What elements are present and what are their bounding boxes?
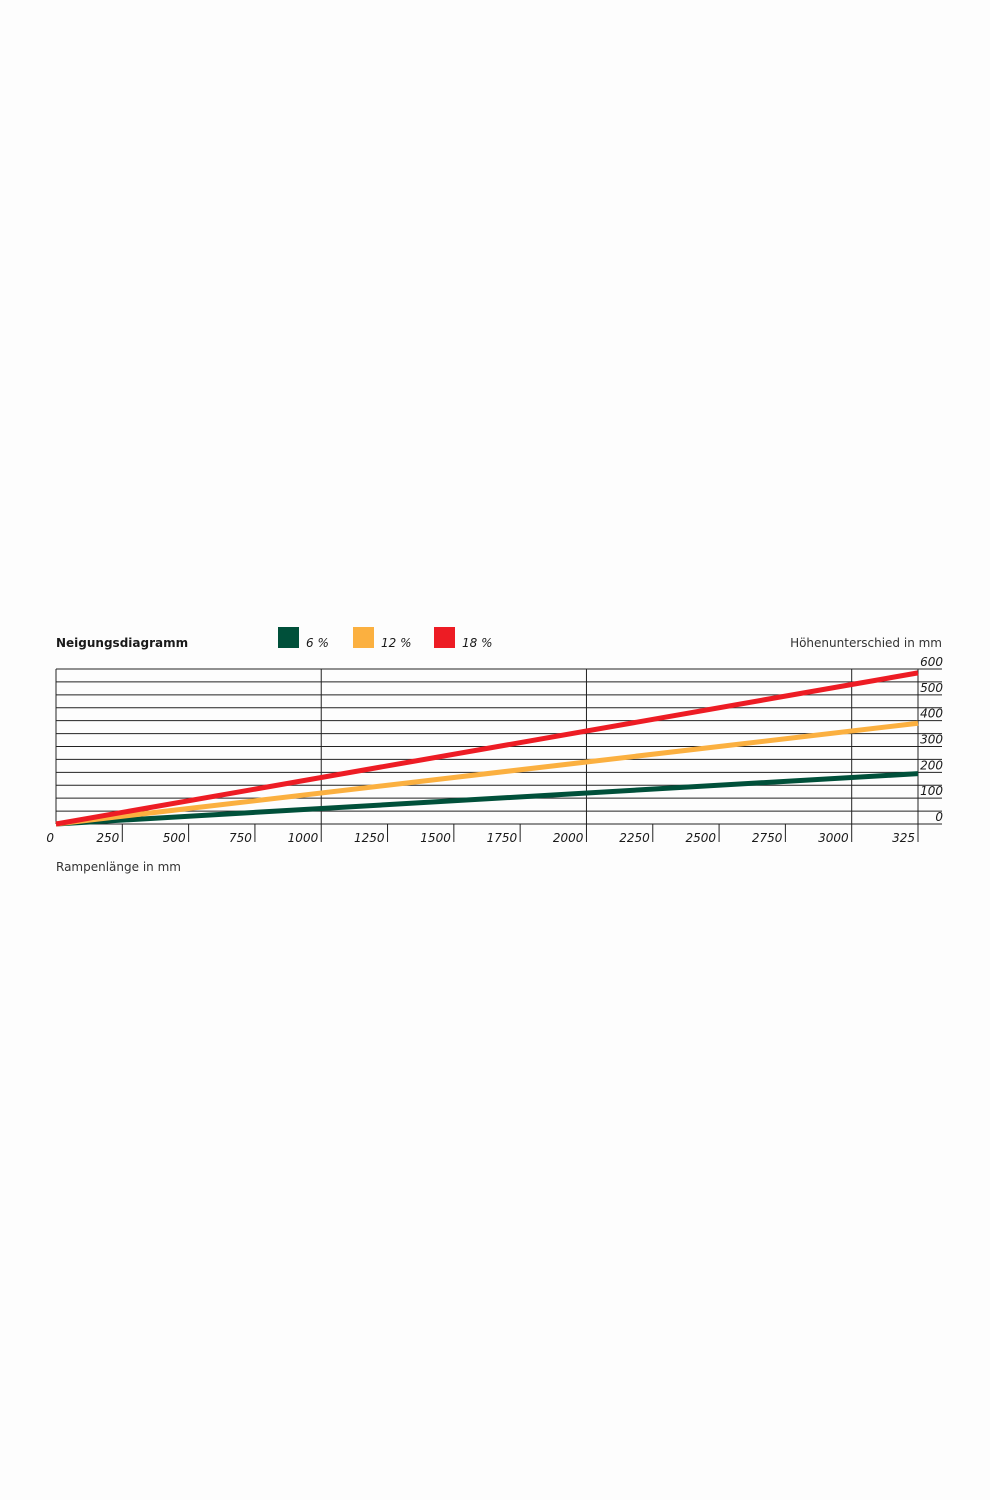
y-axis-label: Höhenunterschied in mm	[790, 636, 942, 650]
x-tick-label: 1250	[354, 831, 385, 845]
series-lines	[55, 670, 919, 827]
y-tick-label: 600	[920, 655, 943, 669]
legend-label: 12 %	[381, 636, 412, 650]
y-tick-label: 400	[920, 707, 943, 721]
y-tick-label: 200	[920, 758, 943, 772]
x-tick-label: 0	[46, 831, 54, 845]
series-line	[55, 670, 919, 827]
y-tick-label: 500	[920, 681, 943, 695]
x-tick-label: 750	[229, 831, 252, 845]
tick-labels: 0 250 500 750 1000 1250 1500 1750 2000 2250 2500 27…	[46, 655, 943, 845]
x-tick-label: 1750	[487, 831, 518, 845]
x-tick-label: 250	[96, 831, 119, 845]
y-tick-label: 100	[920, 784, 943, 798]
x-axis-label: Rampenlänge in mm	[56, 860, 181, 874]
series-line	[55, 771, 919, 827]
x-tick-label: 1500	[420, 831, 451, 845]
legend-label: 18 %	[462, 636, 493, 650]
y-tick-label: 300	[920, 733, 943, 747]
series-line	[55, 720, 919, 827]
x-tick-label: 500	[163, 831, 186, 845]
legend-swatch	[278, 627, 299, 648]
chart-title: Neigungsdiagramm	[56, 636, 188, 650]
x-tick-label: 2250	[619, 831, 650, 845]
x-tick-label: 1000	[288, 831, 319, 845]
x-tick-label: 2000	[553, 831, 584, 845]
x-tick-label: 2750	[752, 831, 783, 845]
legend-swatch	[353, 627, 374, 648]
x-tick-label: 325	[892, 831, 915, 845]
legend-label: 6 %	[306, 636, 329, 650]
x-tick-label: 2500	[686, 831, 717, 845]
y-tick-label: 0	[935, 810, 943, 824]
x-tick-label: 3000	[818, 831, 849, 845]
legend-swatch	[434, 627, 455, 648]
legend: 6 % 12 % 18 %	[278, 627, 493, 650]
